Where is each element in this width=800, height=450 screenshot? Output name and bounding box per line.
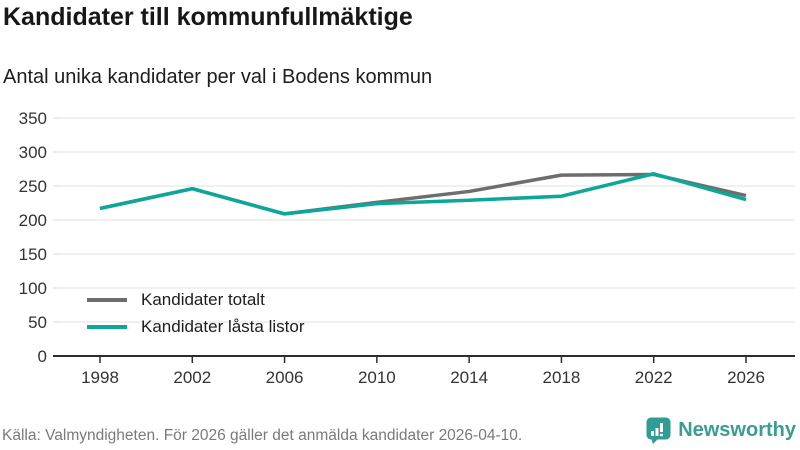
newsworthy-wordmark: Newsworthy — [678, 419, 796, 441]
legend-swatch-totalt — [87, 297, 127, 302]
svg-text:350: 350 — [19, 109, 47, 128]
svg-text:0: 0 — [38, 347, 47, 366]
legend-swatch-lasta-listor — [87, 324, 127, 329]
svg-text:2010: 2010 — [358, 368, 396, 387]
legend-item-totalt: Kandidater totalt — [87, 290, 304, 309]
svg-text:50: 50 — [28, 313, 47, 332]
svg-text:2018: 2018 — [543, 368, 581, 387]
chart-subtitle: Antal unika kandidater per val i Bodens … — [3, 66, 433, 88]
svg-text:250: 250 — [19, 177, 47, 196]
legend-label-totalt: Kandidater totalt — [141, 289, 265, 309]
svg-text:100: 100 — [19, 279, 47, 298]
chart-title: Kandidater till kommunfullmäktige — [3, 3, 413, 31]
svg-text:1998: 1998 — [81, 368, 119, 387]
newsworthy-icon — [646, 417, 671, 444]
svg-text:2026: 2026 — [727, 368, 765, 387]
svg-text:2002: 2002 — [173, 368, 211, 387]
newsworthy-logo[interactable]: Newsworthy — [646, 417, 796, 444]
svg-text:2014: 2014 — [450, 368, 488, 387]
svg-text:2022: 2022 — [635, 368, 673, 387]
svg-text:150: 150 — [19, 245, 47, 264]
svg-text:2006: 2006 — [266, 368, 304, 387]
source-note: Källa: Valmyndigheten. För 2026 gäller d… — [2, 427, 523, 444]
legend: Kandidater totalt Kandidater låsta listo… — [87, 290, 304, 336]
svg-text:200: 200 — [19, 211, 47, 230]
legend-label-lasta-listor: Kandidater låsta listor — [141, 316, 305, 336]
svg-text:300: 300 — [19, 143, 47, 162]
legend-item-lasta-listor: Kandidater låsta listor — [87, 317, 304, 336]
